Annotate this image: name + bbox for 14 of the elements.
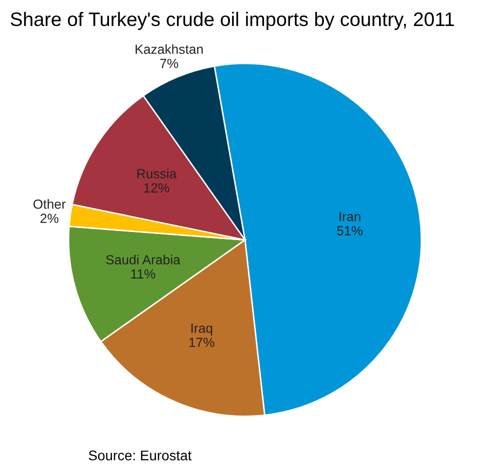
slice-label: Russia	[137, 168, 177, 178]
slice-label: Iraq	[191, 324, 212, 336]
slice-label: Iran	[340, 212, 360, 222]
data-label: 2%	[40, 214, 58, 223]
slice-label: Saudi Arabia	[106, 254, 180, 264]
slice-label: Other	[33, 199, 66, 209]
slice-label: Kazakhstan	[136, 44, 203, 54]
data-label: 51%	[337, 226, 362, 236]
data-label: 12%	[144, 183, 170, 193]
data-label: 11%	[131, 269, 156, 279]
chart-title: Share of Turkey's crude oil imports by country, 2011	[10, 12, 454, 30]
data-label: 17%	[189, 338, 214, 348]
source-note: Source: Eurostat	[88, 450, 192, 460]
data-label: 7%	[160, 58, 178, 68]
